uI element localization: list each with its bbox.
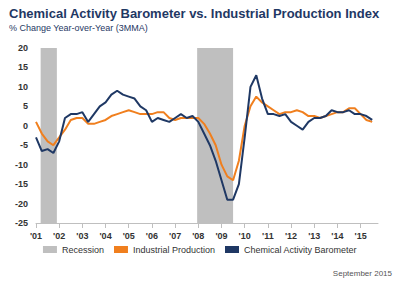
svg-text:0: 0 — [23, 121, 28, 131]
svg-text:'01: '01 — [30, 231, 42, 241]
svg-text:-10: -10 — [15, 160, 28, 170]
svg-text:'14: '14 — [331, 231, 343, 241]
svg-text:-20: -20 — [15, 199, 28, 209]
svg-text:'08: '08 — [192, 231, 204, 241]
svg-text:Chemical Activity Barometer vs: Chemical Activity Barometer vs. Industri… — [9, 6, 380, 21]
svg-text:'11: '11 — [262, 231, 274, 241]
svg-text:'02: '02 — [53, 231, 65, 241]
svg-text:10: 10 — [18, 82, 28, 92]
svg-text:-5: -5 — [20, 140, 28, 150]
svg-text:'06: '06 — [146, 231, 158, 241]
svg-text:September 2015: September 2015 — [333, 269, 393, 278]
svg-text:'05: '05 — [123, 231, 135, 241]
svg-text:'03: '03 — [76, 231, 88, 241]
svg-text:'04: '04 — [99, 231, 111, 241]
svg-text:-25: -25 — [15, 218, 28, 228]
svg-text:'13: '13 — [308, 231, 320, 241]
svg-text:20: 20 — [18, 43, 28, 53]
svg-text:Recession: Recession — [62, 245, 104, 255]
svg-text:'12: '12 — [285, 231, 297, 241]
svg-text:Chemical Activity Barometer: Chemical Activity Barometer — [244, 245, 357, 255]
svg-text:'09: '09 — [215, 231, 227, 241]
svg-text:Industrial Production: Industrial Production — [133, 245, 215, 255]
svg-text:15: 15 — [18, 62, 28, 72]
svg-text:% Change Year-over-Year (3MMA): % Change Year-over-Year (3MMA) — [9, 23, 148, 33]
svg-text:-15: -15 — [15, 179, 28, 189]
svg-text:'10: '10 — [239, 231, 251, 241]
svg-text:'07: '07 — [169, 231, 181, 241]
svg-text:'15: '15 — [355, 231, 367, 241]
svg-text:5: 5 — [23, 101, 28, 111]
